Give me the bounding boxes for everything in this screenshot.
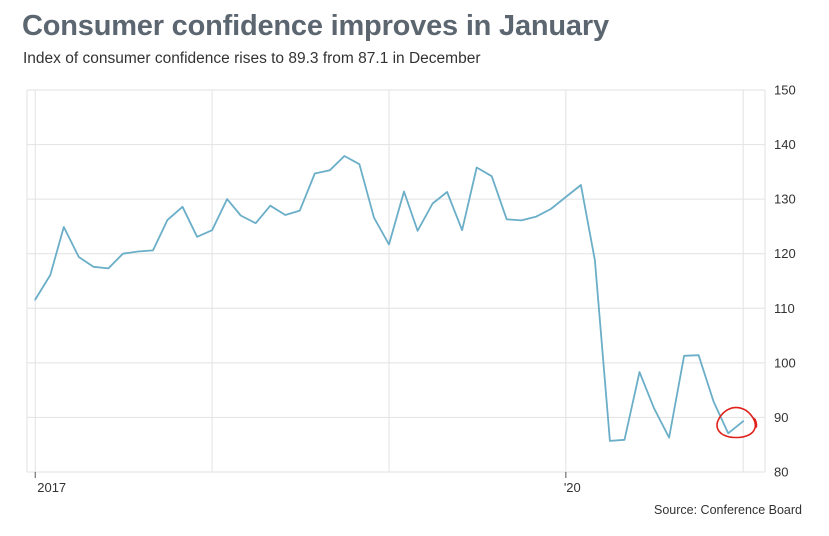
x-tick-label: '20 xyxy=(564,480,581,495)
y-tick-label: 130 xyxy=(774,192,796,207)
series-layer xyxy=(34,155,745,442)
grid-layer xyxy=(26,89,766,473)
highlight-circle xyxy=(716,406,758,439)
annotation-layer xyxy=(716,406,758,439)
axis-layer: 80 90 100 110 120 130 140 150 2017 '20 xyxy=(34,83,796,495)
y-tick-label: 110 xyxy=(774,301,795,316)
y-tick-label: 150 xyxy=(774,83,796,98)
y-tick-label: 90 xyxy=(774,410,788,425)
y-tick-label: 100 xyxy=(774,355,796,370)
x-tick-label: 2017 xyxy=(37,480,66,495)
source-note: Source: Conference Board xyxy=(653,503,802,517)
y-tick-label: 140 xyxy=(774,137,796,152)
y-tick-label: 120 xyxy=(774,246,796,261)
series-line xyxy=(34,155,745,442)
chart-title: Consumer confidence improves in January xyxy=(22,10,609,42)
chart-subtitle: Index of consumer confidence rises to 89… xyxy=(23,50,481,67)
y-tick-label: 80 xyxy=(774,465,788,480)
